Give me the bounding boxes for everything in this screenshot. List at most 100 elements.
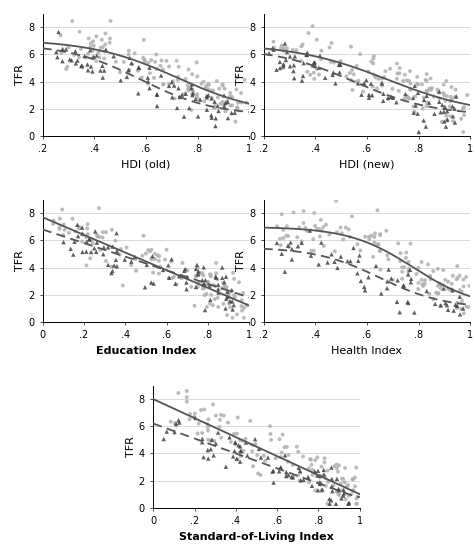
- Point: [331, 491, 339, 500]
- Point: [140, 72, 148, 81]
- Point: [226, 452, 233, 461]
- Point: [408, 83, 415, 92]
- Point: [246, 416, 253, 424]
- Point: [162, 278, 169, 287]
- Point: [315, 469, 323, 478]
- Point: [333, 497, 341, 506]
- Point: [332, 485, 340, 494]
- Point: [249, 408, 256, 417]
- Point: [430, 117, 437, 126]
- Point: [95, 64, 103, 73]
- Point: [193, 74, 200, 82]
- Point: [396, 85, 404, 93]
- Point: [355, 259, 362, 268]
- Point: [423, 90, 430, 99]
- Point: [171, 75, 178, 84]
- Point: [434, 86, 442, 95]
- Point: [223, 298, 230, 307]
- Point: [456, 73, 464, 82]
- Point: [428, 85, 436, 93]
- Point: [426, 91, 433, 99]
- Point: [61, 232, 68, 241]
- Point: [413, 260, 421, 269]
- Point: [91, 242, 99, 251]
- Point: [448, 102, 456, 111]
- Point: [242, 92, 250, 101]
- Point: [242, 430, 250, 439]
- Point: [202, 77, 210, 86]
- Point: [210, 90, 218, 99]
- Point: [267, 25, 275, 34]
- Point: [199, 413, 206, 422]
- Point: [404, 71, 412, 80]
- Point: [188, 279, 195, 288]
- Point: [72, 43, 79, 52]
- Point: [309, 472, 316, 480]
- Point: [392, 76, 399, 85]
- Point: [107, 41, 115, 50]
- Point: [214, 91, 222, 100]
- Point: [466, 292, 473, 300]
- Point: [409, 257, 417, 266]
- Point: [182, 95, 190, 104]
- Point: [144, 71, 152, 80]
- Point: [304, 38, 312, 47]
- Point: [411, 105, 418, 114]
- Point: [398, 108, 406, 117]
- Point: [343, 65, 351, 74]
- Point: [441, 306, 449, 315]
- Point: [226, 295, 234, 304]
- Point: [208, 271, 216, 279]
- Point: [318, 491, 326, 500]
- Point: [369, 260, 376, 268]
- Point: [310, 213, 317, 222]
- Point: [343, 484, 351, 493]
- Point: [234, 283, 241, 292]
- Point: [280, 447, 287, 456]
- Point: [261, 460, 268, 468]
- Point: [200, 89, 208, 98]
- Point: [421, 110, 429, 119]
- Point: [104, 248, 112, 257]
- Point: [205, 290, 213, 299]
- Point: [293, 238, 301, 247]
- Point: [189, 257, 196, 266]
- Point: [231, 295, 239, 304]
- Point: [406, 113, 414, 121]
- Point: [315, 38, 323, 47]
- Point: [336, 453, 343, 462]
- Point: [280, 227, 288, 236]
- Point: [360, 80, 367, 89]
- Point: [292, 470, 300, 479]
- Point: [199, 287, 206, 296]
- Point: [374, 246, 381, 255]
- Point: [439, 278, 447, 287]
- Point: [184, 88, 192, 97]
- Point: [304, 475, 312, 484]
- Point: [436, 102, 444, 111]
- Point: [408, 270, 415, 279]
- Point: [198, 270, 205, 279]
- Point: [201, 440, 209, 449]
- Point: [64, 222, 72, 231]
- Point: [321, 66, 328, 75]
- Point: [57, 215, 65, 224]
- Point: [463, 286, 470, 295]
- Point: [430, 107, 437, 116]
- Point: [454, 124, 461, 132]
- Point: [306, 51, 314, 59]
- Point: [310, 38, 318, 47]
- Point: [95, 242, 103, 250]
- Point: [166, 385, 174, 394]
- Point: [397, 74, 405, 82]
- Point: [231, 284, 239, 293]
- Point: [353, 58, 361, 66]
- Point: [104, 46, 111, 55]
- Point: [391, 284, 399, 293]
- Point: [397, 256, 404, 265]
- Point: [230, 120, 238, 129]
- Point: [305, 484, 313, 492]
- Point: [356, 251, 363, 260]
- Point: [218, 290, 226, 299]
- Point: [230, 107, 238, 116]
